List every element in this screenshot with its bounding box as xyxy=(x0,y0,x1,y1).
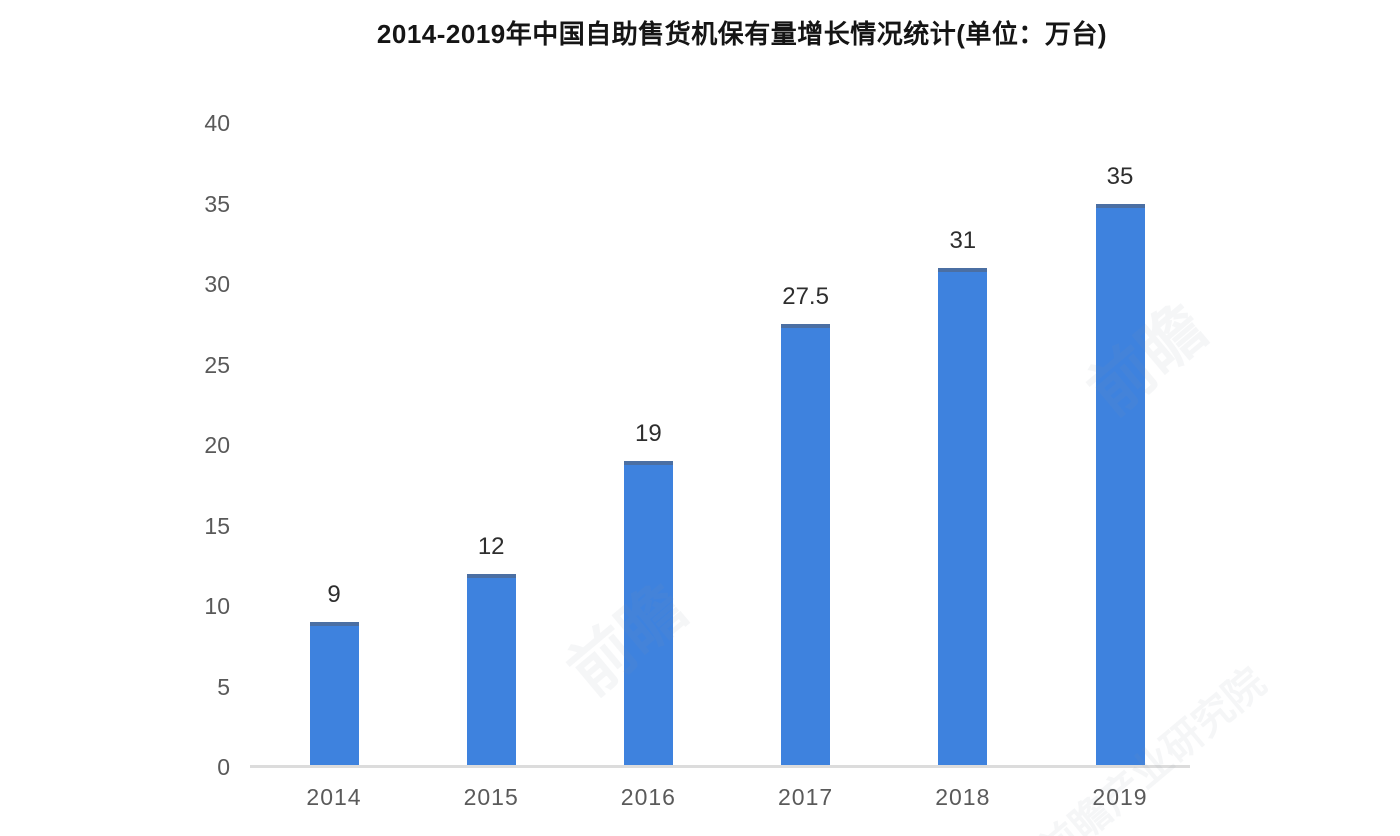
x-axis-line xyxy=(250,765,1190,768)
bar-value-label: 9 xyxy=(327,581,341,609)
y-tick-label: 25 xyxy=(204,351,230,378)
x-tick-label: 2016 xyxy=(620,784,676,810)
bar-2015 xyxy=(466,573,516,767)
bar-2018 xyxy=(938,267,988,767)
bar-value-label: 35 xyxy=(1106,162,1134,190)
y-tick-label: 15 xyxy=(204,512,230,539)
y-tick-label: 10 xyxy=(204,593,230,619)
bar-value-label: 19 xyxy=(635,420,662,448)
bar-2017 xyxy=(781,324,831,767)
bar-2014 xyxy=(309,622,359,767)
x-tick-label: 2017 xyxy=(778,784,834,810)
x-tick-label: 2018 xyxy=(935,784,991,810)
y-tick-label: 40 xyxy=(204,110,230,136)
chart-title: 2014-2019年中国自助售货机保有量增长情况统计(单位：万台) xyxy=(376,19,1108,49)
bar-2016 xyxy=(623,461,673,767)
y-tick-label: 30 xyxy=(204,271,230,297)
x-tick-label: 2015 xyxy=(463,784,519,810)
y-tick-label: 35 xyxy=(204,190,230,217)
bar-value-label: 12 xyxy=(477,532,505,560)
x-tick-label: 2014 xyxy=(306,784,362,810)
bar-value-label: 31 xyxy=(949,226,977,254)
bar-2019 xyxy=(1095,203,1145,767)
y-tick-label: 20 xyxy=(204,432,230,458)
y-tick-label: 5 xyxy=(217,673,230,700)
bar-value-label: 27.5 xyxy=(782,283,829,311)
x-tick-label: 2019 xyxy=(1092,784,1148,810)
y-tick-label: 0 xyxy=(217,754,230,780)
